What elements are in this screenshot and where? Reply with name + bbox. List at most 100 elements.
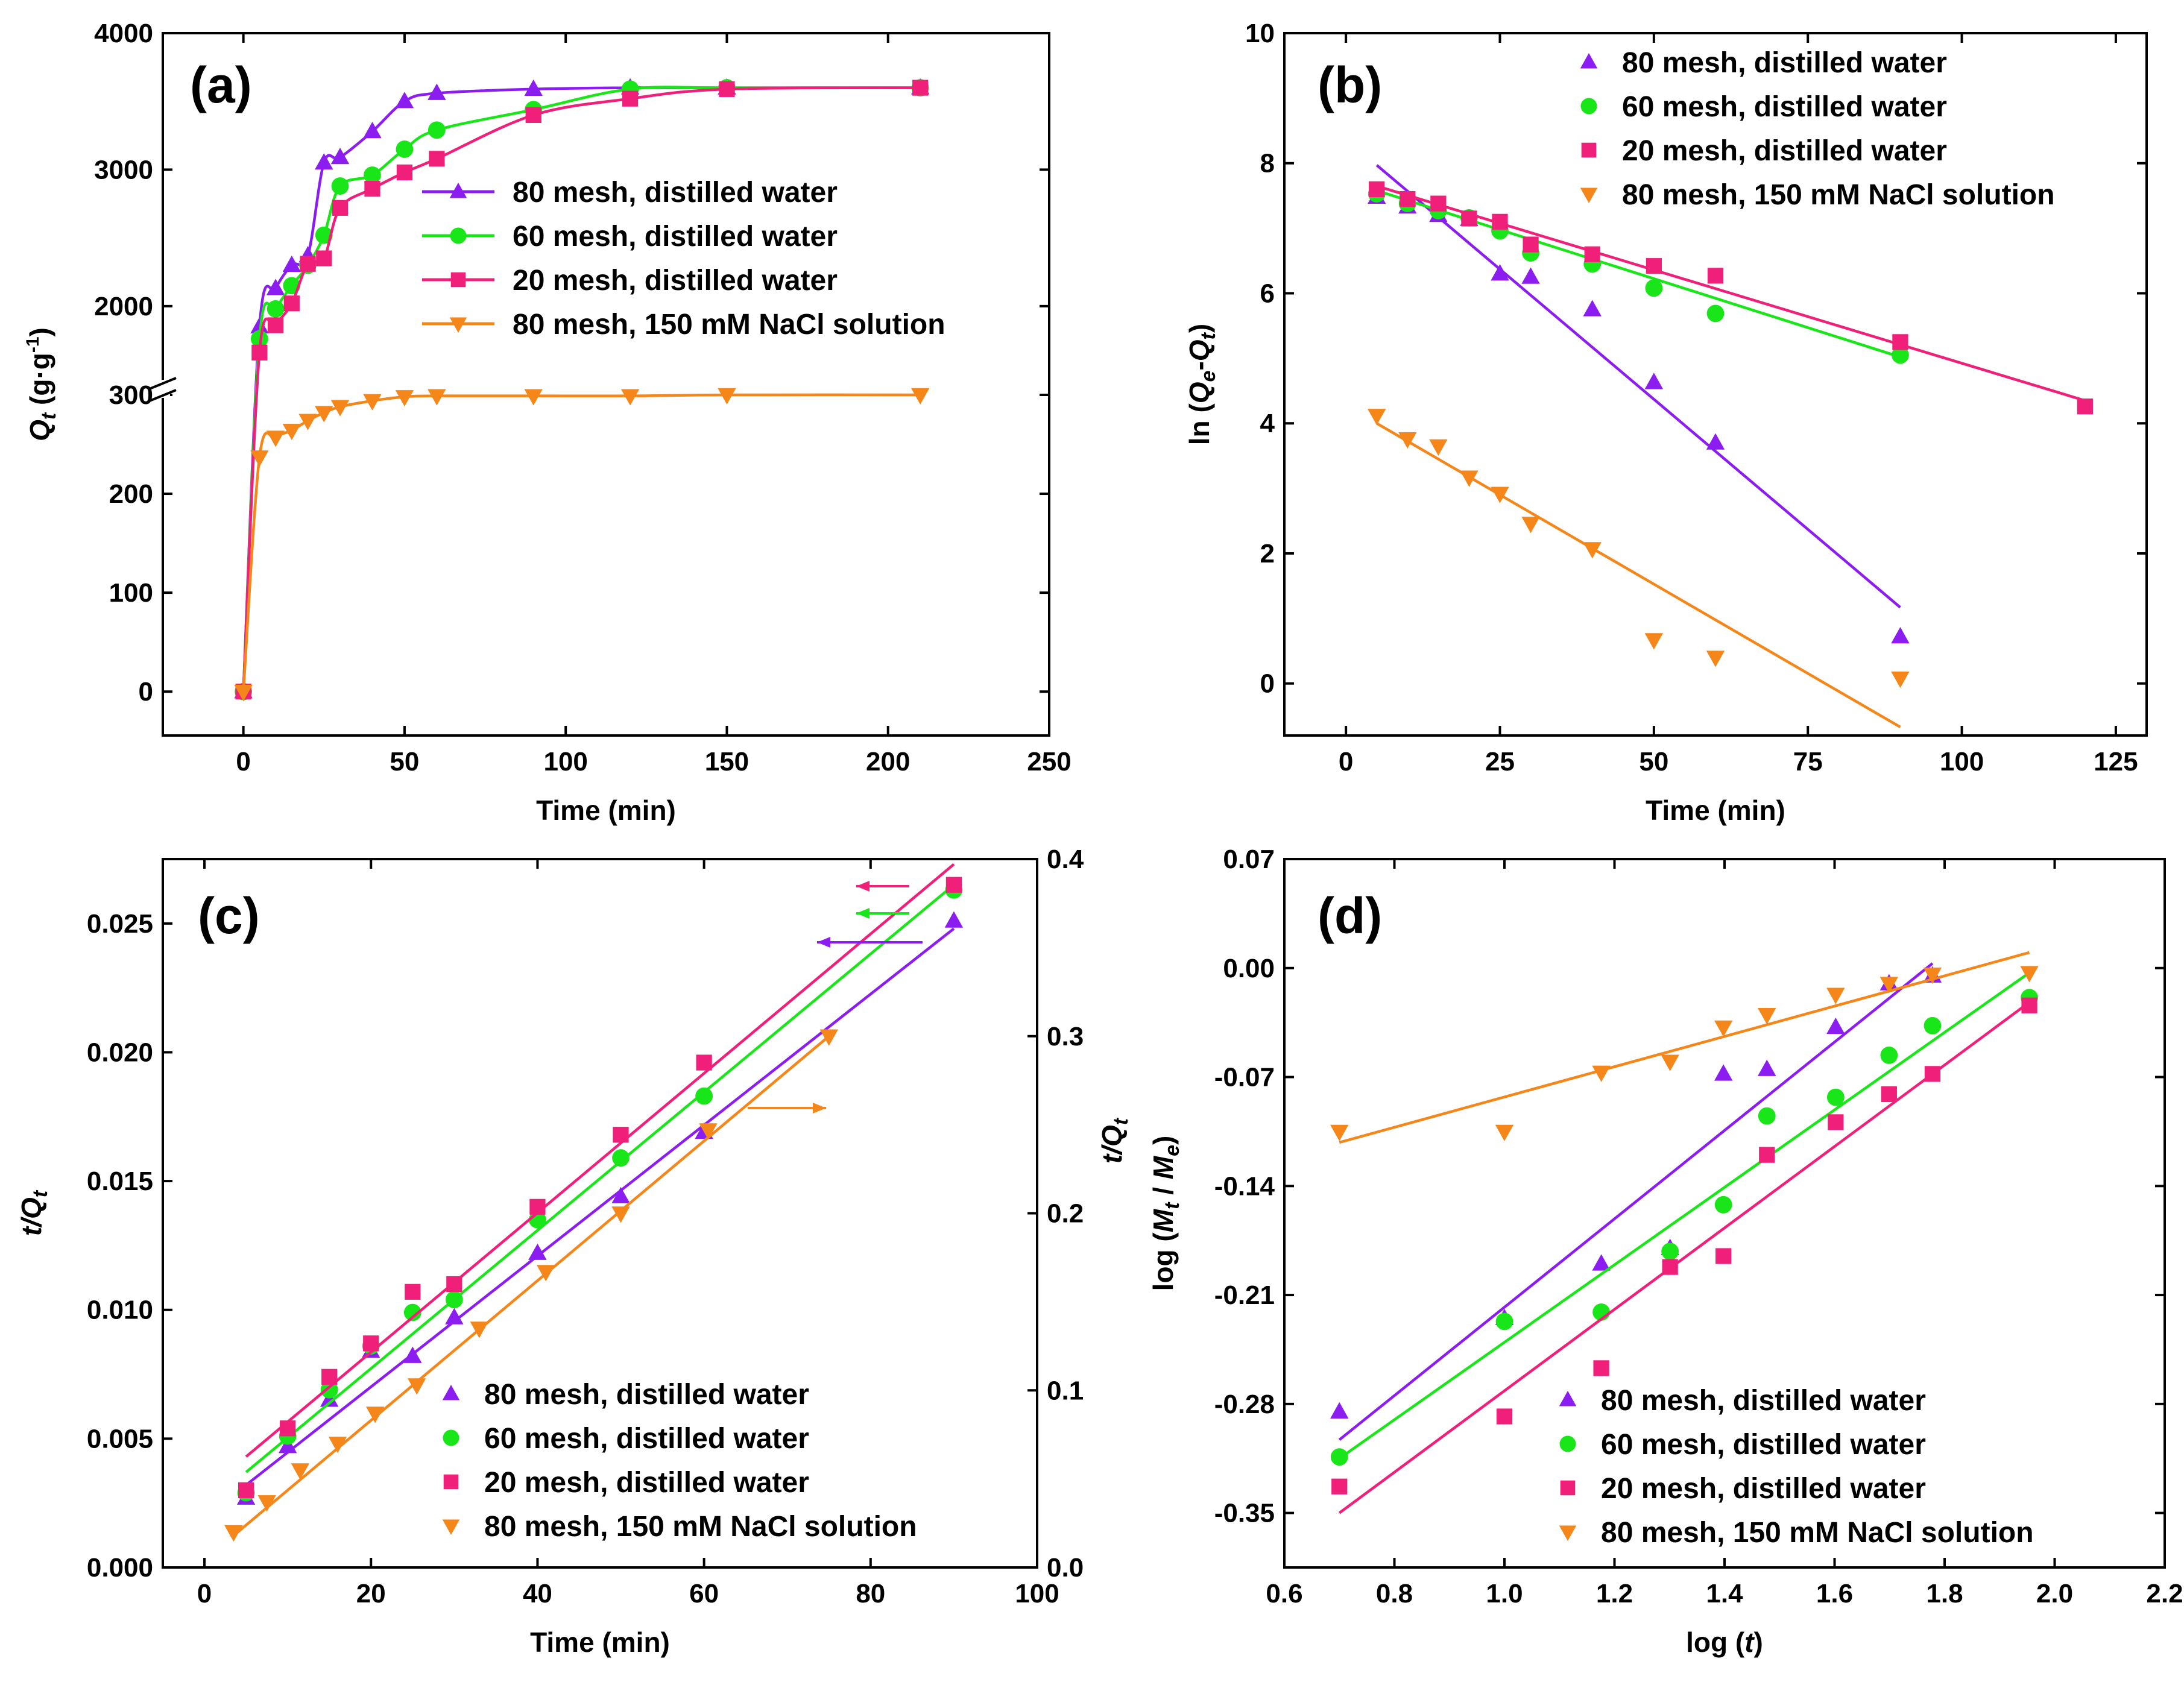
axis-break-marks <box>149 377 177 402</box>
data-point <box>1644 633 1664 650</box>
legend-entry-nacl: 80 mesh, 150 mM NaCl solution <box>422 309 945 341</box>
data-point <box>1661 1243 1679 1261</box>
legend-marker <box>449 183 467 198</box>
y-right-tick-label: 0.0 <box>1047 1553 1084 1583</box>
fit-line-m20 <box>1338 1001 2030 1514</box>
data-point <box>396 164 413 181</box>
data-point <box>250 330 268 348</box>
data-point <box>364 180 380 197</box>
legend-label: 60 mesh, distilled water <box>513 221 838 253</box>
y-tick-label: 300 <box>109 380 153 410</box>
x-tick-label: 0 <box>197 1579 212 1608</box>
data-point <box>1491 264 1509 281</box>
legend-label: 80 mesh, distilled water <box>484 1379 809 1411</box>
data-point <box>266 430 285 447</box>
series-nacl <box>234 388 930 702</box>
data-point <box>363 122 382 139</box>
series-line-m60 <box>242 86 921 692</box>
data-point <box>315 406 333 423</box>
data-point <box>1521 267 1540 284</box>
data-point <box>1583 542 1602 559</box>
x-tick-label: 1.0 <box>1486 1579 1523 1608</box>
data-point <box>1891 627 1910 644</box>
legend-marker <box>443 1429 459 1446</box>
y-tick-label: 100 <box>109 578 153 608</box>
data-point <box>1879 977 1899 994</box>
data-point <box>1430 195 1447 212</box>
data-point <box>622 90 639 107</box>
legend-entry-m20: 20 mesh, distilled water <box>1581 135 1947 167</box>
data-point <box>1330 1448 1348 1466</box>
data-point <box>445 1291 463 1309</box>
x-axis-label: log (t) <box>1686 1627 1763 1658</box>
legend-label: 80 mesh, 150 mM NaCl solution <box>484 1511 917 1543</box>
data-point <box>428 389 446 406</box>
legend-label: 80 mesh, distilled water <box>513 177 838 209</box>
data-point <box>1592 1065 1611 1082</box>
y-tick-label: -0.21 <box>1214 1280 1275 1310</box>
series-m20 <box>235 80 929 700</box>
y-tick-label: 0.020 <box>87 1038 153 1067</box>
legend: 80 mesh, distilled water 60 mesh, distill… <box>1580 47 2055 211</box>
legend-marker <box>449 317 467 333</box>
data-point <box>1429 439 1448 456</box>
data-point <box>403 1346 422 1363</box>
panel-label: (b) <box>1318 57 1382 113</box>
data-point <box>1923 967 1942 984</box>
y-tick-label: 2 <box>1260 539 1275 569</box>
data-point <box>1892 334 1908 350</box>
x-tick-label: 20 <box>356 1579 386 1608</box>
data-point <box>257 1495 276 1512</box>
legend-marker <box>1580 98 1597 115</box>
data-point <box>1881 1086 1897 1103</box>
y-tick-label: 6 <box>1260 279 1275 308</box>
x-tick-label: 50 <box>1639 747 1668 776</box>
data-point <box>1400 191 1416 207</box>
panel-b: 0 25 50 75 100 125 0 2 4 6 8 10 80 mesh, distilled w… <box>1184 19 2148 826</box>
legend-marker <box>1559 1525 1577 1541</box>
data-point <box>267 317 284 333</box>
data-point <box>282 423 301 441</box>
plot-frame <box>162 32 1050 737</box>
legend: 80 mesh, distilled water 60 mesh, distill… <box>422 177 945 341</box>
data-point <box>331 177 349 195</box>
data-point <box>320 1390 339 1407</box>
panel-c: 0 20 40 60 80 100 0.000 0.005 0.010 0.015 0.020 0.0… <box>16 845 1132 1658</box>
data-point <box>363 1335 379 1352</box>
fit-line-m60 <box>1338 971 2030 1460</box>
data-point <box>395 92 414 109</box>
x-tick-label: 50 <box>390 747 419 776</box>
axis-break-slash <box>149 377 177 390</box>
y-tick-label: 8 <box>1260 149 1275 178</box>
data-point <box>363 394 382 411</box>
legend-entry-m80: 80 mesh, distilled water <box>422 177 838 209</box>
series-nacl <box>1330 966 2039 1141</box>
x-tick-label: 0.8 <box>1376 1579 1413 1608</box>
data-point <box>1706 433 1725 450</box>
series-line-nacl <box>242 393 921 692</box>
data-point <box>1592 1254 1611 1271</box>
y-tick-label: -0.14 <box>1214 1171 1275 1201</box>
data-point <box>524 389 543 406</box>
x-tick-label: 200 <box>866 747 910 776</box>
series-m20 <box>1369 181 2093 415</box>
data-point <box>1826 987 1845 1004</box>
data-point <box>1662 1259 1678 1275</box>
legend-label: 60 mesh, distilled water <box>1622 91 1947 123</box>
legend-entry-m20: 20 mesh, distilled water <box>443 1467 809 1499</box>
y-right-tick-label: 0.1 <box>1047 1376 1084 1405</box>
series-m80 <box>1330 966 1942 1419</box>
data-point <box>1398 432 1417 449</box>
legend-label: 80 mesh, 150 mM NaCl solution <box>513 309 945 341</box>
data-point <box>911 388 930 405</box>
data-point <box>1714 1064 1733 1081</box>
legend-entry-m80: 80 mesh, distilled water <box>442 1379 809 1411</box>
series-nacl <box>1368 409 1910 688</box>
fit-line-nacl <box>1339 951 2030 1144</box>
x-tick-label: 80 <box>856 1579 885 1608</box>
legend-entry-m60: 60 mesh, distilled water <box>443 1423 809 1455</box>
legend-label: 60 mesh, distilled water <box>484 1423 809 1455</box>
data-point <box>280 1420 296 1437</box>
legend-marker <box>442 1385 460 1400</box>
data-point <box>1892 346 1909 364</box>
